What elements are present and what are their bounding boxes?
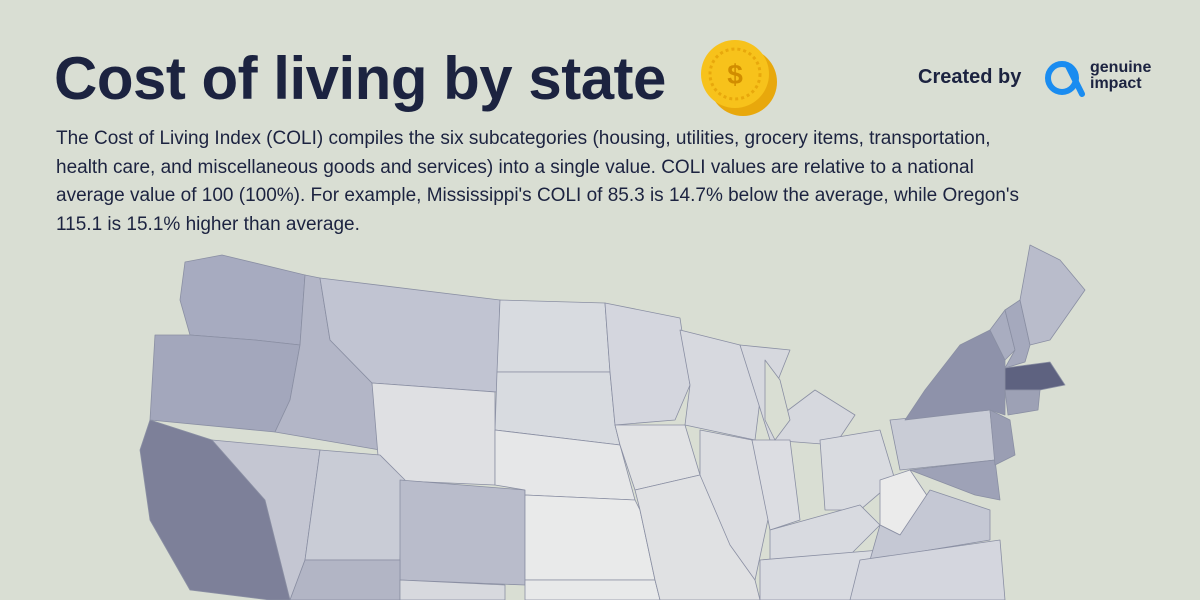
description-line: average value of 100 (100%). For example… [56, 185, 1020, 206]
state-in [751, 439, 801, 531]
coin-symbol: $ [727, 59, 743, 90]
description-line: health care, and miscellaneous goods and… [56, 156, 974, 178]
brand-logo [1045, 61, 1085, 97]
state-ky [769, 504, 881, 561]
state-ma [1004, 361, 1066, 391]
state-nc [849, 539, 1006, 600]
title: Cost of living by state [54, 45, 666, 112]
state-oh [819, 429, 896, 511]
credit: Created by [918, 66, 1022, 88]
description-line: The Cost of Living Index (COLI) compiles… [56, 128, 991, 149]
description: The Cost of Living Index (COLI) compiles… [56, 125, 1019, 239]
brand-line: impact [1090, 75, 1142, 92]
coin-ring [708, 47, 762, 101]
state-ct-ri [1004, 389, 1041, 416]
state-md [909, 459, 1001, 501]
state-nj [989, 409, 1016, 466]
description-line: 115.1 is 15.1% higher than average. [56, 213, 360, 235]
logo-stroke [1065, 63, 1085, 97]
state-nd [496, 299, 611, 373]
state-az [289, 559, 401, 600]
state-ut [304, 449, 406, 561]
state-or [149, 334, 301, 433]
state-tn [759, 549, 881, 600]
state-ok [524, 579, 661, 600]
state-ny [904, 329, 1006, 421]
state-ks [524, 494, 656, 581]
state-mi [739, 344, 856, 446]
state-me [1019, 244, 1086, 346]
lake-michigan [764, 359, 791, 441]
state-nm [399, 579, 506, 600]
state-mn [604, 302, 691, 426]
coin-icon: $ [701, 40, 777, 116]
states [139, 244, 1086, 600]
state-co [399, 479, 526, 586]
brand-line: genuine [1090, 59, 1152, 76]
brand-name: genuine impact [1090, 60, 1151, 92]
state-wa [179, 254, 306, 346]
